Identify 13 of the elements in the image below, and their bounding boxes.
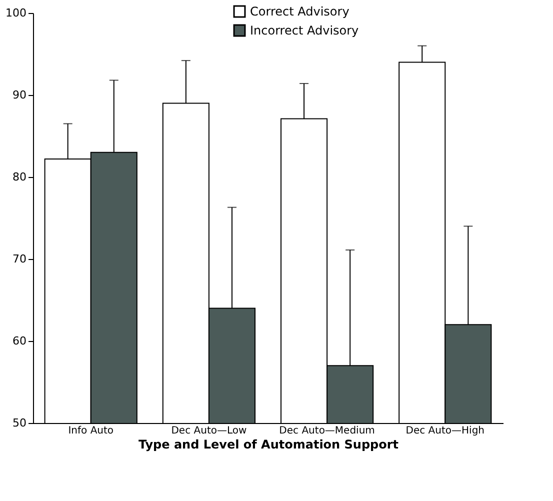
legend-label: Incorrect Advisory — [250, 24, 359, 38]
y-tick-label: 60 — [12, 334, 26, 348]
y-tick-label: 70 — [12, 252, 26, 266]
x-tick-label: Dec Auto—Low — [171, 426, 247, 436]
y-tick-label: 100 — [6, 6, 26, 20]
y-tick-label: 90 — [12, 88, 26, 102]
legend-label: Correct Advisory — [250, 4, 350, 18]
x-tick-label: Info Auto — [68, 426, 114, 436]
x-tick-label: Dec Auto—High — [406, 426, 485, 436]
x-axis-title: Type and Level of Automation Support — [138, 438, 399, 452]
y-tick-label: 50 — [12, 416, 26, 430]
x-tick-label: Dec Auto—Medium — [279, 426, 375, 436]
y-tick-label: 80 — [12, 170, 26, 184]
